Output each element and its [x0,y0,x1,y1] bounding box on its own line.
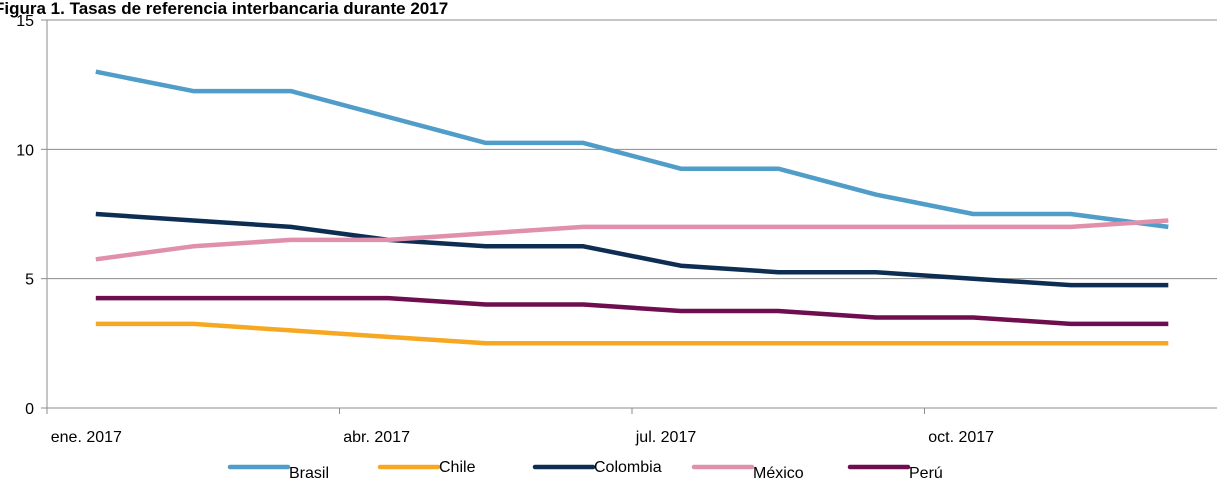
x-tick-label: jul. 2017 [635,429,697,446]
y-axis-tick-labels: 0 5 10 15 [16,13,34,418]
y-tick-label: 0 [25,401,34,418]
legend-label-colombia: Colombia [594,459,662,476]
series-line-chile [95,321,1169,346]
gridlines [47,19,1217,280]
legend-label-mexico: México [753,465,804,482]
x-tick-label: ene. 2017 [51,429,122,446]
chart-title: Figura 1. Tasas de referencia interbanca… [0,0,448,18]
y-tick-label: 5 [25,272,34,289]
legend-label-brasil: Brasil [289,465,329,482]
series-line-colombia [95,211,1169,288]
series-lines [95,69,1169,346]
x-axis-tick-labels: ene. 2017 abr. 2017 jul. 2017 oct. 2017 [51,429,994,446]
legend: Brasil Chile Colombia México Perú [227,459,943,482]
y-tick-label: 15 [16,13,34,30]
series-line-brasil [95,69,1169,230]
legend-label-peru: Perú [909,465,943,482]
series-line-mexico [95,218,1169,262]
x-tick-label: abr. 2017 [343,429,410,446]
x-tick-label: oct. 2017 [928,429,994,446]
series-line-peru [95,295,1169,327]
y-tick-label: 10 [16,142,34,159]
axes [41,19,1217,414]
legend-label-chile: Chile [439,459,476,476]
